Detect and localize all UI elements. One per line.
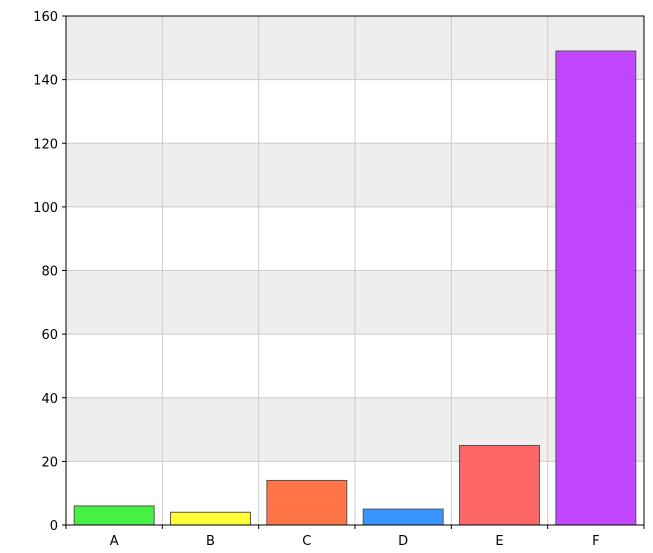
bar-series <box>73 50 637 526</box>
bar-a <box>73 505 155 526</box>
y-tick-label: 60 <box>41 328 58 343</box>
x-tick-label: E <box>495 534 503 549</box>
bar-b <box>170 511 251 526</box>
x-tick-label: F <box>592 534 599 549</box>
y-tick-label: 80 <box>41 265 58 280</box>
y-tick-label: 120 <box>33 137 58 152</box>
horizontal-gridlines <box>66 79 644 462</box>
x-tick-label: D <box>398 534 408 549</box>
x-tick-label: C <box>302 534 311 549</box>
y-tick-label: 100 <box>33 201 58 216</box>
y-tick-label: 160 <box>33 10 58 25</box>
bar-c <box>266 479 348 526</box>
x-tick-label: B <box>206 534 215 549</box>
y-axis: 0 20 40 60 80 100 120 140 160 <box>33 10 66 534</box>
y-tick-label: 140 <box>33 74 58 89</box>
y-tick-label: 20 <box>41 455 58 470</box>
bar-e <box>459 444 540 526</box>
x-tick-label: A <box>110 534 119 549</box>
y-tick-label: 0 <box>50 519 58 534</box>
x-axis: A B C D E F <box>65 525 645 549</box>
bar-d <box>362 508 444 526</box>
bar-f <box>555 50 637 526</box>
y-tick-label: 40 <box>41 392 58 407</box>
